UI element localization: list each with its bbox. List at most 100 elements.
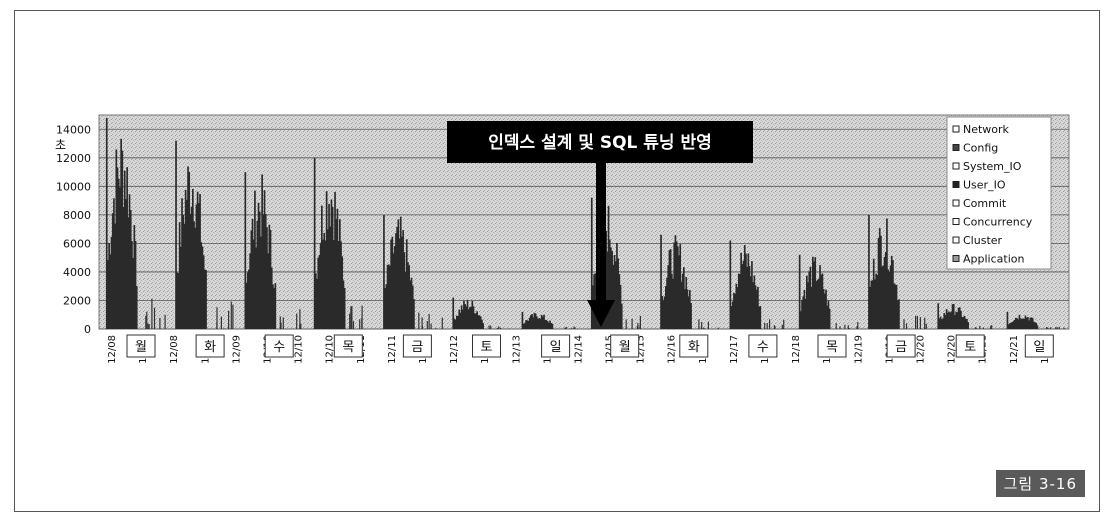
bar-segment <box>1013 319 1016 329</box>
bar-segment <box>948 311 950 329</box>
bar-segment <box>730 306 733 329</box>
bar-segment <box>109 254 112 329</box>
bar-segment <box>232 304 234 329</box>
bar-segment <box>564 327 566 329</box>
bar-segment <box>769 319 771 329</box>
bar-segment <box>184 189 187 329</box>
bar-segment <box>488 325 490 329</box>
bar-segment <box>198 203 200 329</box>
bar-segment <box>974 327 976 329</box>
x-tick-label: 12/21 <box>1009 335 1020 364</box>
bar-segment <box>544 319 547 329</box>
x-tick-label: 12/15 <box>636 335 647 364</box>
bar-segment <box>147 323 149 329</box>
bar-segment <box>680 281 683 329</box>
x-tick-label: 12/09 <box>231 335 242 364</box>
bar-segment <box>180 247 182 329</box>
bar-segment <box>107 260 109 329</box>
bar-segment <box>479 316 482 329</box>
x-tick-label: 12/16 <box>667 335 678 364</box>
bar-segment <box>1017 319 1020 329</box>
bar-segment <box>540 314 543 329</box>
bar-segment <box>637 327 639 329</box>
legend: Network Config System_IO User_IO Commit Concu… <box>946 116 1052 270</box>
bar-segment <box>254 190 256 329</box>
bar-segment <box>318 254 321 329</box>
bar-segment <box>610 247 612 329</box>
bar-segment <box>319 243 322 329</box>
bar-segment <box>120 138 122 329</box>
bar-segment <box>924 317 926 329</box>
weekday-box: 화 <box>195 334 225 358</box>
x-tick-label: 12/10 <box>294 335 305 364</box>
bar-segment <box>687 296 690 329</box>
bar-segment <box>689 290 691 329</box>
bar-segment <box>804 298 807 329</box>
x-tick-label: 12/17 <box>729 335 740 364</box>
bar-segment <box>707 321 709 329</box>
chart: 0 2000 4000 6000 8000 10000 12000 14000 초 12/08… <box>55 114 1070 364</box>
bar-segment <box>244 172 247 329</box>
y-tick-label: 10000 <box>56 180 91 193</box>
bar-segment <box>272 284 274 329</box>
weekday-label: 수 <box>757 340 769 355</box>
bar-segment <box>668 250 671 329</box>
bar-segment <box>1022 318 1024 329</box>
bar-segment <box>343 287 346 329</box>
bar-segment <box>454 320 457 329</box>
day-burst <box>452 297 510 329</box>
day-burst <box>937 303 993 329</box>
bar-segment <box>1012 321 1015 329</box>
x-tick-label: 12/13 <box>511 335 522 364</box>
bar-segment <box>267 253 269 329</box>
bar-segment <box>194 228 197 329</box>
bar-segment <box>189 214 192 329</box>
bar-segment <box>125 199 127 329</box>
bar-segment <box>273 287 275 329</box>
bar-segment <box>264 214 267 329</box>
bar-segment <box>1031 317 1034 329</box>
bar-segment <box>612 265 615 329</box>
bar-segment <box>961 316 963 329</box>
bar-segment <box>181 198 183 329</box>
bar-segment <box>884 252 887 329</box>
bar-segment <box>385 284 388 329</box>
bar-segment <box>324 240 327 329</box>
bar-segment <box>542 316 544 329</box>
bar-segment <box>800 311 802 329</box>
bar-segment <box>639 316 641 329</box>
bar-segment <box>952 303 955 329</box>
bar-segment <box>340 241 342 329</box>
bar-segment <box>878 228 881 329</box>
weekday-label: 목 <box>342 340 354 355</box>
bar-segment <box>119 187 121 329</box>
bar-segment <box>1018 314 1021 329</box>
bar-segment <box>703 327 705 329</box>
bar-segment <box>471 300 474 329</box>
bar-segment <box>813 261 815 329</box>
bar-segment <box>982 327 984 329</box>
bar-segment <box>954 315 956 329</box>
bar-segment <box>202 255 205 329</box>
bar-segment <box>258 211 261 329</box>
bar-segment <box>421 317 423 329</box>
bar-segment <box>960 310 962 329</box>
bar-segment <box>533 312 536 329</box>
bar-segment <box>135 286 138 329</box>
bar-segment <box>614 261 617 329</box>
bar-segment <box>631 318 633 329</box>
bar-segment <box>808 271 811 329</box>
bar-segment <box>397 219 400 329</box>
y-tick-label: 2000 <box>63 294 91 307</box>
bar-segment <box>781 324 783 329</box>
bar-segment <box>334 191 336 329</box>
bar-segment <box>941 319 943 329</box>
bar-segment <box>801 299 803 329</box>
bar-segment <box>121 150 124 329</box>
bar-segment <box>681 273 684 329</box>
bar-segment <box>660 234 662 329</box>
bar-segment <box>743 245 746 329</box>
bar-segment <box>403 252 406 329</box>
bar-segment <box>757 286 759 329</box>
bar-segment <box>1021 319 1023 329</box>
